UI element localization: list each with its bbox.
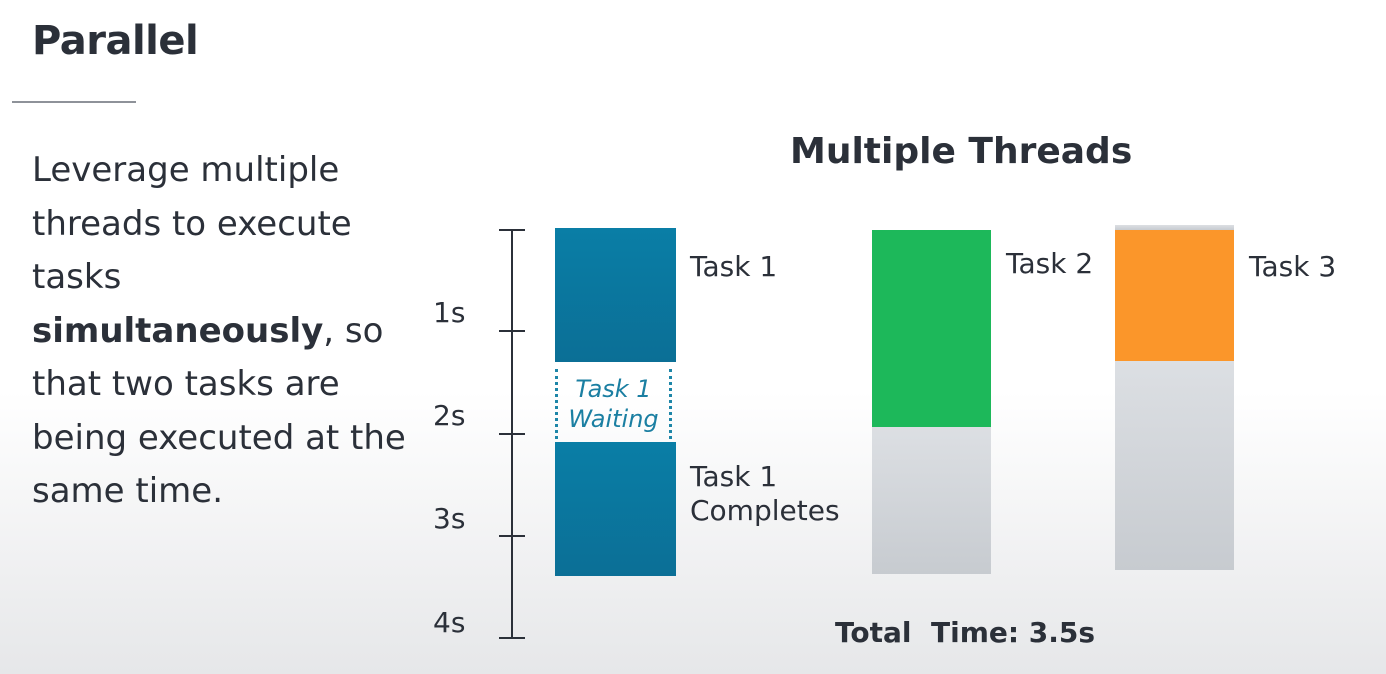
task2-bar-running bbox=[872, 230, 991, 427]
axis-tick-4s bbox=[499, 637, 525, 639]
task1-bar-completing bbox=[555, 442, 676, 576]
task3-label: Task 3 bbox=[1249, 250, 1337, 283]
task3-bar-running bbox=[1115, 230, 1234, 361]
thread3-top-cap bbox=[1115, 225, 1234, 230]
slide-title: Parallel bbox=[32, 18, 199, 64]
slide-description: Leverage multiple threads to execute tas… bbox=[32, 144, 412, 519]
axis-label-3s: 3s bbox=[433, 502, 466, 535]
axis-label-4s: 4s bbox=[433, 606, 466, 639]
thread3-idle-bar bbox=[1115, 361, 1234, 570]
axis-tick-2s bbox=[499, 433, 525, 435]
task1-bar-running bbox=[555, 228, 676, 362]
description-emphasis: simultaneously bbox=[32, 310, 324, 351]
title-divider bbox=[12, 101, 136, 103]
waiting-label-line1: Task 1 bbox=[575, 375, 652, 403]
axis-label-1s: 1s bbox=[433, 296, 466, 329]
axis-tick-top bbox=[499, 229, 525, 231]
total-time: Total Time: 3.5s bbox=[835, 616, 1096, 649]
diagram-title: Multiple Threads bbox=[790, 131, 1133, 172]
description-text-end: , so that two tasks are being executed a… bbox=[32, 310, 406, 512]
axis-label-2s: 2s bbox=[433, 399, 466, 432]
description-text: Leverage multiple threads to execute tas… bbox=[32, 150, 352, 297]
axis-tick-1s bbox=[499, 330, 525, 332]
task2-label: Task 2 bbox=[1006, 247, 1094, 280]
waiting-label-line2: Waiting bbox=[568, 405, 659, 433]
task1-waiting-segment: Task 1 Waiting bbox=[555, 369, 672, 439]
task1-completes-line2: Completes bbox=[690, 494, 840, 527]
axis-tick-3s bbox=[499, 535, 525, 537]
task1-label: Task 1 bbox=[690, 250, 778, 283]
task1-completes-label: Task 1 Completes bbox=[690, 460, 840, 528]
task1-completes-line1: Task 1 bbox=[690, 460, 778, 493]
thread2-idle-bar bbox=[872, 427, 991, 574]
